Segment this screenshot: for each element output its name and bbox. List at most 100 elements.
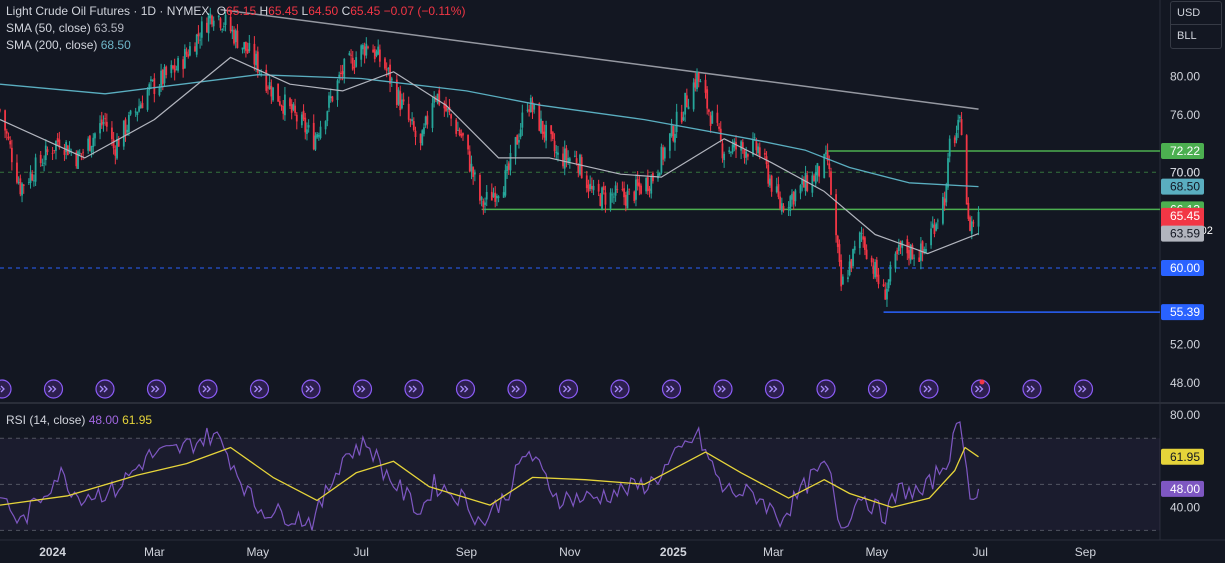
event-marker-icon[interactable]	[1022, 379, 1042, 399]
close-value: 65.45	[350, 4, 381, 18]
candle-body	[161, 69, 164, 85]
event-marker-icon[interactable]	[352, 379, 373, 399]
rsi-tick-label: 40.00	[1170, 500, 1200, 514]
candle-body	[304, 117, 307, 133]
candle-body	[529, 97, 532, 113]
event-marker-icon[interactable]	[146, 379, 167, 399]
candle-body	[373, 49, 376, 59]
sma50-legend[interactable]: SMA (50, close) 63.59	[6, 20, 124, 36]
event-marker-icon[interactable]	[558, 379, 579, 399]
event-marker-icon[interactable]	[0, 379, 12, 399]
currency-label[interactable]: USD	[1177, 7, 1201, 19]
candle-body	[538, 103, 541, 131]
sma200-value: 68.50	[100, 38, 131, 52]
event-marker-icon[interactable]	[661, 379, 682, 399]
candle-body	[826, 151, 829, 161]
candle-body	[258, 71, 261, 73]
candle-body	[316, 134, 319, 138]
candle-body	[255, 53, 257, 66]
candle-body	[953, 137, 956, 144]
candle-body	[675, 111, 678, 133]
axis-label-box	[1161, 304, 1204, 321]
sma200-legend[interactable]: SMA (200, close) 68.50	[6, 37, 131, 53]
event-marker-icon[interactable]	[404, 379, 424, 399]
time-tick-label: Mar	[763, 545, 784, 559]
candle-body	[828, 163, 831, 169]
candle-body	[114, 149, 117, 156]
candle-body	[183, 49, 186, 69]
event-marker-icon[interactable]	[43, 379, 64, 399]
candle-body	[367, 46, 369, 48]
candle-body	[758, 147, 761, 157]
candle-body	[339, 72, 342, 74]
candle-body	[94, 133, 96, 139]
unit-label[interactable]: BLL	[1171, 24, 1221, 47]
candle-body	[587, 184, 590, 192]
candle-body	[5, 131, 8, 134]
candle-body	[767, 164, 770, 184]
event-marker-icon[interactable]	[198, 379, 218, 399]
candle-body	[419, 133, 422, 143]
candle-body	[597, 183, 600, 192]
candle-body	[112, 139, 115, 149]
open-value: 65.15	[226, 4, 257, 18]
event-marker-icon[interactable]	[507, 379, 527, 399]
candle-body	[43, 162, 45, 164]
event-marker-icon[interactable]	[919, 379, 939, 399]
candle-body	[977, 211, 980, 227]
candle-body	[77, 151, 79, 169]
candle-body	[841, 276, 844, 285]
event-marker-icon[interactable]	[249, 379, 270, 399]
sma50-value: 63.59	[94, 21, 125, 35]
candle-body	[375, 51, 378, 57]
rsi-legend[interactable]: RSI (14, close) 48.00 61.95	[6, 412, 152, 428]
candle-body	[33, 180, 35, 182]
candle-body	[745, 151, 748, 158]
candle-body	[424, 116, 427, 126]
candle-body	[127, 114, 130, 133]
candle-body	[791, 193, 793, 200]
event-marker-icon[interactable]	[713, 379, 733, 399]
currency-unit-box[interactable]: USD BLL	[1170, 1, 1222, 49]
candle-body	[80, 153, 83, 155]
event-marker-icon[interactable]	[95, 379, 115, 399]
candle-body	[613, 196, 615, 198]
candle-body	[757, 146, 759, 154]
candle-body	[100, 119, 103, 126]
candle-body	[248, 43, 251, 51]
candle-body	[636, 179, 639, 186]
candle-body	[753, 137, 756, 139]
candle-body	[518, 139, 520, 143]
event-marker-icon[interactable]	[301, 379, 321, 399]
candle-body	[577, 164, 580, 173]
symbol-title[interactable]: Light Crude Oil Futures · 1D · NYMEX	[6, 4, 210, 18]
candle-body	[282, 106, 285, 114]
candle-body	[129, 110, 132, 115]
candle-body	[652, 173, 654, 182]
rsi-bands	[0, 437, 1160, 531]
candle-body	[122, 120, 125, 147]
candle-body	[707, 109, 710, 112]
candle-body	[16, 162, 18, 183]
rsi-axis-label-text: 48.00	[1170, 482, 1200, 496]
candle-body	[668, 133, 671, 151]
candle-body	[105, 121, 108, 127]
candle-body	[545, 124, 547, 141]
candle-body	[777, 184, 780, 197]
candle-body	[399, 91, 402, 111]
event-marker-icon[interactable]	[1073, 379, 1094, 399]
candle-body	[541, 120, 544, 134]
event-marker-icon[interactable]	[764, 379, 785, 399]
candle-body	[496, 195, 498, 199]
event-marker-icon[interactable]	[867, 379, 888, 399]
candle-body	[209, 13, 212, 19]
candle-body	[365, 43, 368, 56]
event-marker-icon[interactable]	[816, 379, 836, 399]
candle-body	[317, 135, 320, 137]
event-marker-icon[interactable]	[610, 379, 630, 399]
event-marker-icon[interactable]	[455, 379, 476, 399]
candle-body	[969, 217, 971, 231]
candle-body	[787, 207, 790, 209]
candle-body	[514, 137, 517, 157]
